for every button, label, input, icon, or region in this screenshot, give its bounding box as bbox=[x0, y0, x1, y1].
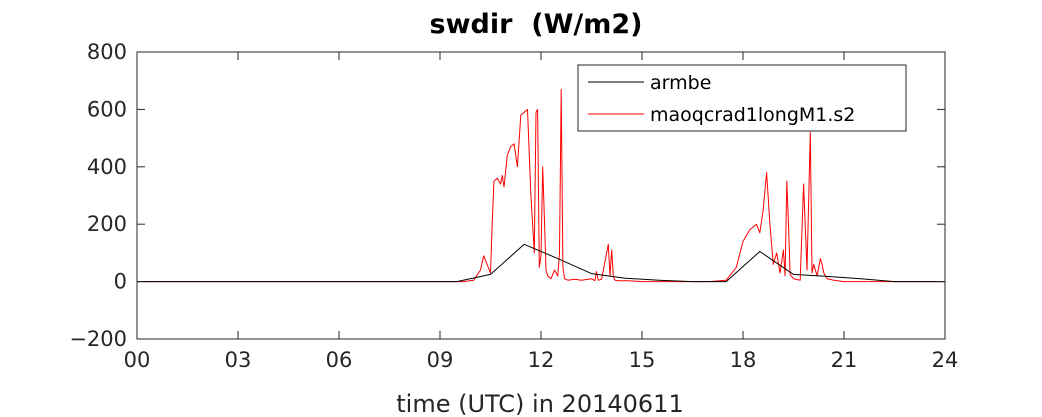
series-line-1 bbox=[137, 88, 945, 283]
legend-label-1: maoqcrad1longM1.s2 bbox=[650, 104, 855, 126]
y-tick-label: −200 bbox=[69, 327, 127, 351]
x-tick-label: 00 bbox=[124, 348, 151, 372]
x-axis-label: time (UTC) in 20140611 bbox=[396, 390, 683, 417]
x-tick-label: 12 bbox=[528, 348, 555, 372]
y-tick-label: 800 bbox=[87, 40, 127, 64]
x-tick-label: 09 bbox=[427, 348, 454, 372]
x-tick-label: 15 bbox=[629, 348, 656, 372]
series-line-0 bbox=[137, 243, 945, 283]
tick-labels: 00 03 06 09 12 15 18 21 24 −200 0 200 400 600 800 bbox=[69, 40, 958, 372]
x-tick-label: 03 bbox=[225, 348, 252, 372]
axes bbox=[136, 51, 946, 340]
y-tick-label: 400 bbox=[87, 155, 127, 179]
y-tick-label: 0 bbox=[114, 270, 127, 294]
legend: armbe maoqcrad1longM1.s2 bbox=[577, 64, 907, 132]
y-tick-label: 200 bbox=[87, 212, 127, 236]
legend-box bbox=[577, 64, 907, 132]
chart-title: swdir (W/m2) bbox=[430, 9, 643, 40]
x-tick-label: 21 bbox=[831, 348, 858, 372]
x-tick-label: 24 bbox=[932, 348, 959, 372]
x-tick-label: 06 bbox=[326, 348, 353, 372]
legend-label-0: armbe bbox=[650, 72, 711, 94]
x-tick-label: 18 bbox=[730, 348, 757, 372]
y-tick-label: 600 bbox=[87, 97, 127, 121]
